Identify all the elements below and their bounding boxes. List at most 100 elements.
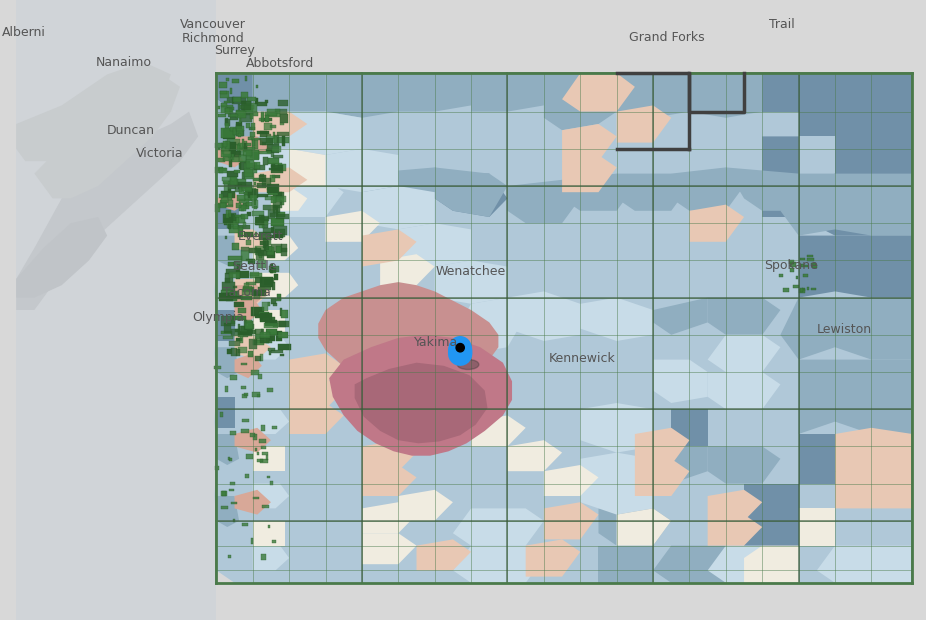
Polygon shape <box>253 73 326 124</box>
Bar <box>257 193 268 197</box>
Bar <box>229 154 234 159</box>
Bar <box>257 459 263 462</box>
Bar <box>221 102 227 107</box>
Bar <box>265 112 277 115</box>
Bar <box>244 169 253 177</box>
Bar <box>255 329 264 339</box>
Polygon shape <box>217 149 244 167</box>
Bar <box>221 316 234 326</box>
Bar <box>280 354 284 356</box>
Bar <box>222 154 232 161</box>
Bar <box>236 122 243 128</box>
Bar <box>265 196 275 200</box>
Polygon shape <box>271 180 344 217</box>
Bar <box>242 205 244 207</box>
Bar <box>258 151 271 154</box>
Polygon shape <box>581 453 653 515</box>
Bar <box>264 241 269 250</box>
Text: Everett: Everett <box>237 231 282 243</box>
Bar <box>229 489 233 491</box>
Polygon shape <box>471 415 526 446</box>
Bar <box>244 189 252 195</box>
Bar <box>276 213 285 217</box>
Bar <box>272 200 282 208</box>
Polygon shape <box>362 440 417 471</box>
Bar <box>238 324 241 332</box>
Bar <box>222 177 235 180</box>
Bar <box>274 196 285 202</box>
Bar <box>253 435 257 440</box>
Text: Richmond: Richmond <box>181 32 244 45</box>
Bar <box>222 141 227 148</box>
Bar <box>260 329 264 337</box>
Bar <box>248 127 255 130</box>
Bar <box>248 189 257 198</box>
Polygon shape <box>562 174 635 211</box>
Bar <box>220 143 231 151</box>
Polygon shape <box>289 403 344 434</box>
Bar <box>258 260 266 267</box>
Bar <box>256 247 257 250</box>
Polygon shape <box>289 378 344 409</box>
Bar <box>790 262 795 267</box>
Polygon shape <box>253 484 289 508</box>
Bar <box>281 244 287 252</box>
Bar <box>253 140 258 149</box>
Bar <box>267 252 275 259</box>
Bar <box>239 162 242 169</box>
Polygon shape <box>217 434 239 465</box>
Bar <box>244 321 253 329</box>
Bar <box>271 146 282 152</box>
Bar <box>240 161 249 170</box>
Bar <box>269 167 280 170</box>
Bar <box>269 332 275 341</box>
Bar <box>227 170 238 177</box>
Text: Olympia: Olympia <box>193 311 244 324</box>
Bar <box>230 179 232 184</box>
Polygon shape <box>362 465 417 496</box>
Bar <box>267 133 271 136</box>
Bar <box>252 140 256 146</box>
Bar <box>267 239 271 245</box>
Bar <box>236 110 244 115</box>
Bar <box>249 433 255 438</box>
Bar <box>229 159 232 167</box>
Polygon shape <box>217 496 239 527</box>
Bar <box>812 265 818 268</box>
Bar <box>803 274 808 277</box>
Bar <box>265 100 269 103</box>
Bar <box>260 311 263 320</box>
Polygon shape <box>835 465 912 508</box>
Bar <box>232 97 245 104</box>
Polygon shape <box>319 282 498 397</box>
Bar <box>242 428 249 433</box>
Bar <box>267 246 272 251</box>
Bar <box>260 277 273 287</box>
Bar <box>242 523 247 526</box>
Bar <box>233 97 241 102</box>
Bar <box>273 155 282 158</box>
Bar <box>228 222 239 226</box>
Polygon shape <box>253 167 307 192</box>
Bar <box>244 104 257 112</box>
Bar <box>223 214 233 223</box>
Bar <box>811 288 816 290</box>
Bar <box>252 291 257 295</box>
Polygon shape <box>581 403 653 453</box>
Bar <box>243 289 253 295</box>
Bar <box>274 274 278 280</box>
Bar <box>253 290 266 296</box>
Bar <box>272 175 280 178</box>
Polygon shape <box>417 335 471 372</box>
Bar <box>232 157 239 162</box>
Bar <box>262 505 269 508</box>
Bar <box>246 151 259 160</box>
Polygon shape <box>653 546 744 583</box>
Polygon shape <box>362 391 417 422</box>
Bar <box>253 392 259 397</box>
Bar <box>244 163 257 172</box>
Bar <box>264 216 269 221</box>
Bar <box>259 224 264 228</box>
Bar <box>231 117 238 120</box>
Bar <box>268 144 280 153</box>
